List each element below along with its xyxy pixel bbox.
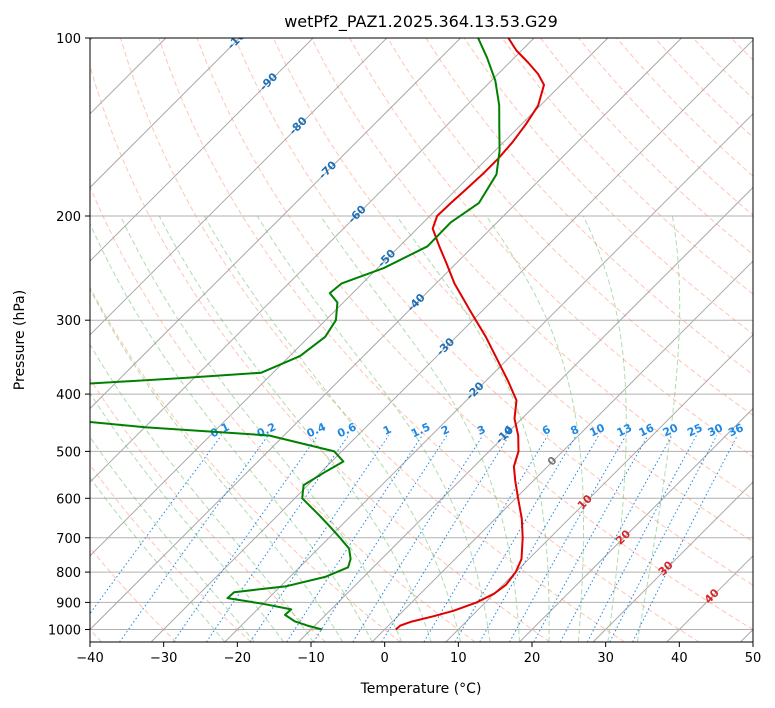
dry-adiabat (90, 64, 551, 642)
y-tick-label: 900 (56, 596, 81, 611)
mixing-ratio-label: 30 (706, 421, 726, 439)
moist-adiabat (256, 215, 491, 642)
dewpoint-profile (90, 38, 501, 631)
y-tick-label: 300 (56, 314, 81, 329)
mixing-ratio-label: 16 (637, 421, 657, 439)
isotherm-line (90, 38, 609, 557)
mixing-ratio-label: 36 (726, 421, 746, 439)
mixing-ratio-line (479, 435, 600, 642)
dry-adiabat (90, 185, 476, 642)
moist-adiabat (120, 215, 403, 642)
x-axis-label: Temperature (°C) (360, 681, 482, 697)
y-axis-ticks: 100 200 300 400 500 600 700 800 900 1000 (48, 32, 90, 639)
dry-adiabat (90, 547, 177, 642)
y-tick-label: 500 (56, 445, 81, 460)
pressure-gridlines (90, 38, 753, 630)
x-tick-label: 30 (597, 651, 614, 666)
dry-adiabat (196, 38, 753, 631)
moist-adiabat (636, 215, 681, 642)
moist-adiabat (582, 215, 627, 642)
x-tick-label: 40 (671, 651, 688, 666)
mixing-ratio-label: 25 (685, 421, 704, 439)
moist-adiabat (90, 343, 314, 642)
mixing-ratio-line (172, 435, 319, 642)
mixing-ratio-line (286, 435, 423, 642)
mixing-ratio-line (586, 435, 697, 642)
dry-adiabat (90, 286, 401, 642)
isotherm-line (519, 407, 753, 642)
moist-adiabat (158, 215, 432, 642)
isotherm-line (90, 38, 461, 410)
y-tick-label: 600 (56, 492, 81, 507)
moist-adiabat (90, 392, 285, 642)
isotherm-lines (90, 38, 753, 642)
mixing-ratio-label: 20 (661, 421, 681, 439)
isotherm-line (90, 38, 314, 262)
dry-adiabat (120, 38, 625, 642)
moist-adiabat (396, 215, 550, 642)
isotherm-line (90, 38, 240, 189)
isotherm-line (224, 113, 753, 642)
moist-adiabat (90, 222, 373, 642)
y-tick-label: 100 (56, 32, 81, 47)
mixing-ratio-line (90, 435, 222, 615)
dry-adiabat (90, 377, 327, 642)
x-tick-label: −40 (76, 651, 103, 666)
mixing-ratio-line (352, 435, 484, 642)
x-tick-label: −20 (224, 651, 251, 666)
mixing-ratio-line (632, 435, 738, 642)
moist-adiabat-lines (90, 215, 681, 642)
mixing-ratio-label: 10 (588, 421, 608, 439)
isotherm-line (90, 38, 535, 483)
dry-adiabat (501, 38, 753, 295)
isotherm-line (150, 39, 753, 642)
mixing-ratio-line (509, 435, 627, 642)
x-tick-label: 10 (450, 651, 467, 666)
x-tick-label: −10 (297, 651, 324, 666)
dry-adiabat (90, 464, 252, 642)
x-tick-label: 0 (381, 651, 389, 666)
x-tick-label: −30 (150, 651, 177, 666)
dry-adiabat (158, 38, 700, 642)
plot-frame (89, 37, 754, 643)
dry-adiabat (387, 38, 753, 417)
mixing-ratio-line (454, 435, 577, 642)
y-axis-label: Pressure (hPa) (12, 290, 28, 390)
isotherm-line (90, 38, 682, 631)
x-tick-label: 20 (524, 651, 541, 666)
mixing-ratio-line (381, 435, 510, 642)
y-tick-label: 200 (56, 210, 81, 225)
y-tick-label: 400 (56, 388, 81, 403)
dry-adiabat (310, 38, 753, 500)
y-tick-label: 1000 (48, 624, 81, 639)
moist-adiabat (485, 215, 584, 642)
sounding-series (90, 38, 545, 631)
x-tick-label: 50 (745, 651, 762, 666)
isotherm-line (371, 260, 753, 642)
y-tick-label: 800 (56, 566, 81, 581)
mixing-ratio-line (313, 435, 448, 642)
dry-adiabat-lines (90, 38, 753, 642)
y-tick-label: 700 (56, 532, 81, 547)
chart-title: wetPf2_PAZ1.2025.364.13.53.G29 (284, 12, 558, 32)
moist-adiabat (90, 436, 255, 642)
mixing-ratio-line (533, 435, 649, 642)
dry-adiabat (234, 38, 753, 586)
mixing-ratio-line (205, 435, 349, 642)
mixing-ratio-line (423, 435, 549, 642)
isotherm-line (592, 481, 753, 642)
temperature-profile (395, 38, 545, 631)
moist-adiabat (90, 476, 226, 642)
mixing-ratio-line (609, 435, 718, 642)
dry-adiabat (425, 38, 753, 376)
mixing-ratio-label: 13 (615, 421, 634, 439)
moist-adiabat (90, 287, 344, 642)
x-axis-ticks: −40 −30 −20 −10 0 10 20 30 40 50 (76, 642, 761, 666)
mixing-ratio-lines (90, 435, 738, 642)
isotherm-line (90, 38, 388, 336)
